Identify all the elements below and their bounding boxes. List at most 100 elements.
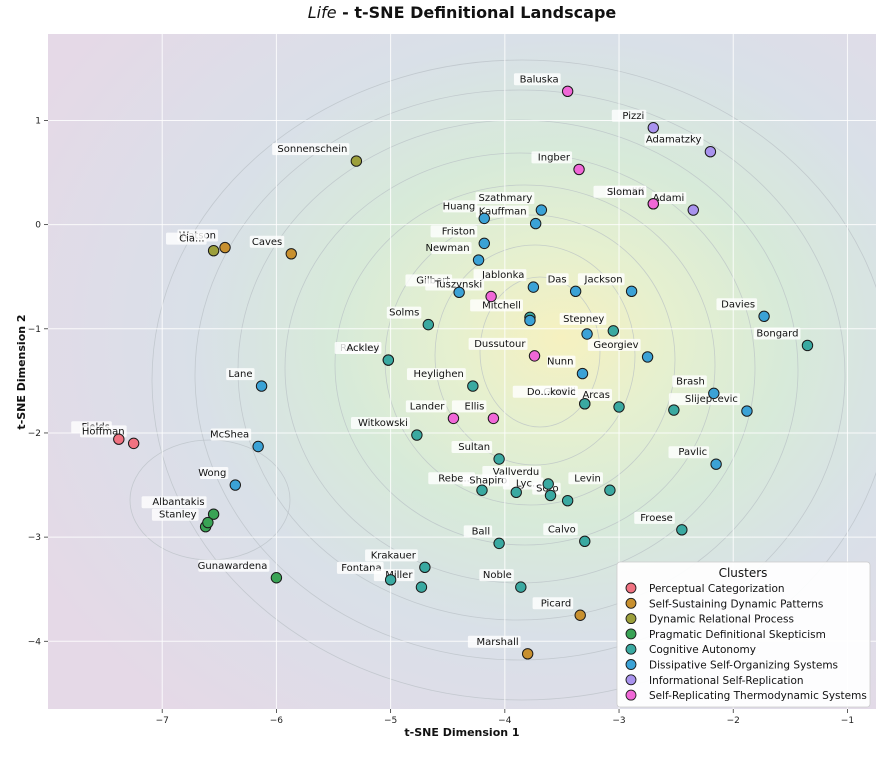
y-tick-label: −3 <box>28 533 41 543</box>
chart-title: Life - t-SNE Definitional Landscape <box>308 3 617 22</box>
point-label-bg <box>644 133 704 146</box>
data-point <box>579 398 591 410</box>
point-label-bg <box>442 200 478 213</box>
point-label-bg <box>473 269 527 282</box>
point-label: Rebe... <box>438 473 473 484</box>
y-tick-label: 0 <box>35 221 41 231</box>
data-points <box>113 85 814 660</box>
data-point <box>647 122 659 134</box>
data-point <box>613 401 625 413</box>
point-label-bg <box>406 368 466 381</box>
legend-items: Perceptual Categorization Self-Sustaining… <box>625 582 867 702</box>
data-point <box>704 146 717 158</box>
point-label: Sonnenschein <box>277 144 347 155</box>
point-label: Arcas <box>582 390 610 401</box>
legend-box <box>616 561 871 708</box>
point-label-bg <box>543 523 578 536</box>
y-tick-label: −4 <box>28 637 42 647</box>
point-label-bg <box>350 417 410 430</box>
data-point <box>510 486 522 499</box>
legend-marker <box>625 597 637 609</box>
point-label-bg <box>475 192 535 205</box>
x-tick-label: −5 <box>384 716 397 726</box>
point-label-bg <box>373 569 415 582</box>
point-label: Newman <box>426 243 470 254</box>
point-label-bg <box>405 400 447 413</box>
data-point <box>478 237 490 250</box>
point-label: Caves <box>252 237 282 248</box>
point-label: Shapiro <box>469 475 507 486</box>
point-label: Lane <box>228 369 252 380</box>
point-label: Lander <box>410 401 446 412</box>
point-label-bg <box>475 205 529 218</box>
point-label-bg <box>668 393 740 406</box>
x-tick-label: −7 <box>156 716 169 726</box>
point-label-bg <box>79 425 127 438</box>
point-label: Jackson <box>584 274 623 285</box>
data-point <box>415 581 428 593</box>
legend-marker <box>625 613 637 625</box>
data-point <box>202 516 214 529</box>
point-label-bg <box>451 441 493 453</box>
point-label-bg <box>513 73 561 86</box>
data-point <box>741 405 753 417</box>
point-label-bg <box>605 185 647 198</box>
data-point <box>607 325 620 337</box>
point-label: Vallverdu <box>493 467 539 478</box>
data-point <box>472 254 485 266</box>
data-point <box>493 537 505 550</box>
data-point <box>422 318 435 331</box>
point-label: Krakauer <box>371 550 417 561</box>
point-label: Noble <box>483 570 512 581</box>
point-label-bg <box>199 467 229 480</box>
point-label-bg <box>577 388 613 401</box>
data-point <box>207 508 220 520</box>
legend-label: Dissipative Self-Organizing Systems <box>649 660 838 672</box>
legend-label: Perceptual Categorization <box>649 583 785 595</box>
point-label-bg <box>198 559 270 572</box>
point-label-bg <box>166 232 207 245</box>
x-tick-label: −2 <box>727 716 740 726</box>
data-point <box>668 404 680 416</box>
point-label-bg <box>672 375 707 388</box>
point-label-bg <box>470 299 523 312</box>
data-point <box>676 524 688 536</box>
point-label-bg <box>462 474 510 487</box>
point-label-bg <box>512 385 578 398</box>
chart-title-main: - t-SNE Definitional Landscape <box>337 3 617 22</box>
data-point <box>708 387 720 400</box>
data-point <box>285 248 297 260</box>
point-label: Dussutour <box>474 339 526 350</box>
legend-marker <box>625 628 637 640</box>
legend-label: Informational Self-Replication <box>649 675 804 687</box>
y-tick-label: −1 <box>28 325 41 335</box>
point-label-bg <box>468 337 528 350</box>
data-point <box>641 351 654 363</box>
point-label: Friston <box>442 226 476 237</box>
chart-title-italic: Life <box>308 3 337 22</box>
data-point <box>207 244 220 257</box>
legend-label: Self-Sustaining Dynamic Patterns <box>649 598 823 610</box>
point-label-bg <box>249 235 285 248</box>
axis-ticks: −7 −6 −5 −4 −3 −2 −1 −4 −3 −2 −1 0 1 <box>28 116 854 726</box>
point-label-bg <box>611 109 647 122</box>
point-label-bg <box>210 428 252 441</box>
point-label: Adami <box>653 193 685 204</box>
data-point <box>255 380 268 392</box>
data-point <box>493 453 505 465</box>
data-point <box>801 339 814 352</box>
point-label-bg <box>668 446 710 459</box>
data-point <box>419 561 431 574</box>
point-label: Sultan <box>458 442 490 453</box>
data-point <box>625 285 638 297</box>
data-point <box>561 494 574 507</box>
point-label: Tuszynski <box>434 280 482 291</box>
point-label-bg <box>559 312 607 325</box>
point-label-bg <box>716 298 758 311</box>
x-tick-label: −6 <box>270 716 284 726</box>
point-label: Cia... <box>179 234 204 245</box>
data-point <box>687 204 699 216</box>
data-point <box>647 198 659 210</box>
legend-marker <box>625 582 637 594</box>
point-label: McShea <box>210 430 249 441</box>
